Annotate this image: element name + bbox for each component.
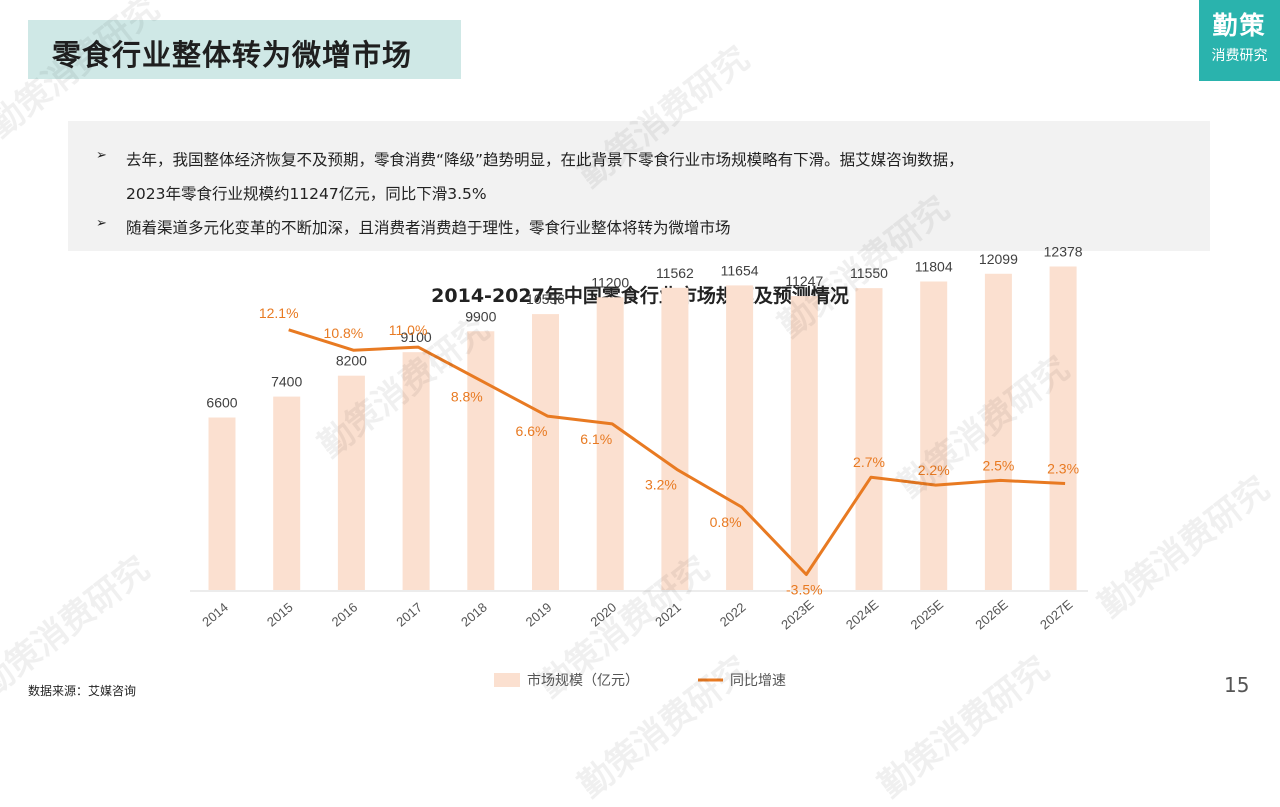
bar-label-2015: 7400	[271, 374, 302, 390]
growth-label-2023E: -3.5%	[786, 581, 823, 597]
bar-label-2025E: 11804	[915, 258, 953, 274]
logo-sub-text: 消费研究	[1211, 48, 1268, 64]
legend-line-label: 同比增速	[730, 672, 786, 688]
bar-2019	[532, 314, 559, 590]
market-size-chart: 6600 2014 7400 2015 8200 2016 9100 2017 9900 2018…	[190, 243, 1088, 688]
bar-2024E	[855, 288, 883, 590]
title-banner: 零食行业整体转为微增市场	[28, 20, 461, 79]
bar-2014	[208, 417, 236, 590]
growth-label-2024E: 2.7%	[853, 454, 885, 470]
brand-logo: 勤策 消费研究	[1199, 0, 1280, 81]
x-tick-2014: 2014	[199, 600, 231, 630]
bar-label-2014: 6600	[206, 395, 237, 411]
bar-2020	[596, 297, 624, 590]
arrow-bullet-icon: ➢	[96, 216, 107, 231]
bar-2025E	[920, 281, 948, 590]
bar-2016	[337, 375, 365, 590]
legend-bar-swatch	[494, 673, 520, 687]
bar-label-2026E: 12099	[979, 251, 1018, 267]
bar-label-2022: 11654	[721, 262, 759, 278]
growth-label-2021: 3.2%	[645, 476, 677, 492]
x-tick-2027E: 2027E	[1037, 597, 1076, 633]
bar-2021	[661, 287, 689, 590]
growth-label-2016: 10.8%	[324, 325, 364, 341]
bar-label-2024E: 11550	[850, 265, 888, 281]
bar-2023E	[790, 296, 818, 590]
summary-box: ➢ 去年，我国整体经济恢复不及预期，零食消费“降级”趋势明显，在此背景下零食行业…	[68, 121, 1210, 251]
bar-2027E	[1049, 266, 1077, 590]
bar-label-2023E: 11247	[785, 273, 823, 289]
arrow-bullet-icon: ➢	[96, 148, 107, 163]
x-tick-2015: 2015	[264, 600, 296, 630]
bar-2026E	[984, 273, 1012, 590]
bar-2022	[726, 285, 754, 590]
x-tick-2016: 2016	[329, 600, 361, 630]
bar-2017	[402, 352, 430, 590]
bar-label-2018: 9900	[465, 308, 496, 324]
x-tick-2018: 2018	[458, 600, 490, 630]
page-number: 15	[1224, 673, 1250, 697]
growth-label-2025E: 2.2%	[918, 462, 950, 478]
legend-bar-label: 市场规模（亿元）	[527, 672, 639, 688]
growth-line	[288, 328, 1066, 576]
logo-main-text: 勤策	[1212, 11, 1267, 40]
data-source: 数据来源：艾媒咨询	[28, 684, 137, 698]
growth-label-2015: 12.1%	[259, 305, 299, 321]
x-tick-2024E: 2024E	[843, 597, 882, 633]
bar-2018	[467, 331, 495, 590]
x-tick-2023E: 2023E	[778, 597, 817, 633]
bullet-1-line-2: 2023年零食行业规模约11247亿元，同比下滑3.5%	[126, 185, 487, 203]
x-tick-2019: 2019	[523, 600, 555, 630]
bar-label-2027E: 12378	[1044, 243, 1083, 259]
growth-label-2017: 11.0%	[389, 322, 428, 338]
x-tick-2022: 2022	[717, 600, 749, 630]
bar-label-2021: 11562	[656, 265, 694, 281]
growth-label-2020: 6.1%	[580, 431, 612, 447]
x-tick-2025E: 2025E	[908, 597, 947, 633]
x-tick-2020: 2020	[587, 600, 619, 630]
bullet-1-line-1: 去年，我国整体经济恢复不及预期，零食消费“降级”趋势明显，在此背景下零食行业市场…	[126, 151, 964, 169]
growth-label-2026E: 2.5%	[982, 457, 1014, 473]
growth-label-2027E: 2.3%	[1047, 461, 1079, 477]
bar-label-2020: 11200	[591, 274, 629, 290]
bar-label-2017: 9100	[401, 329, 432, 345]
growth-label-2022: 0.8%	[710, 514, 742, 530]
bar-2015	[273, 396, 301, 590]
x-tick-2017: 2017	[393, 600, 425, 630]
page-title: 零食行业整体转为微增市场	[52, 38, 413, 72]
x-tick-2021: 2021	[652, 600, 684, 630]
growth-label-2019: 6.6%	[516, 423, 548, 439]
bar-label-2019: 10556	[526, 291, 565, 307]
x-tick-2026E: 2026E	[972, 597, 1011, 633]
growth-label-2018: 8.8%	[451, 389, 483, 405]
bullet-2-line-1: 随着渠道多元化变革的不断加深，且消费者消费趋于理性，零食行业整体将转为微增市场	[126, 219, 731, 237]
bar-label-2016: 8200	[336, 353, 367, 369]
